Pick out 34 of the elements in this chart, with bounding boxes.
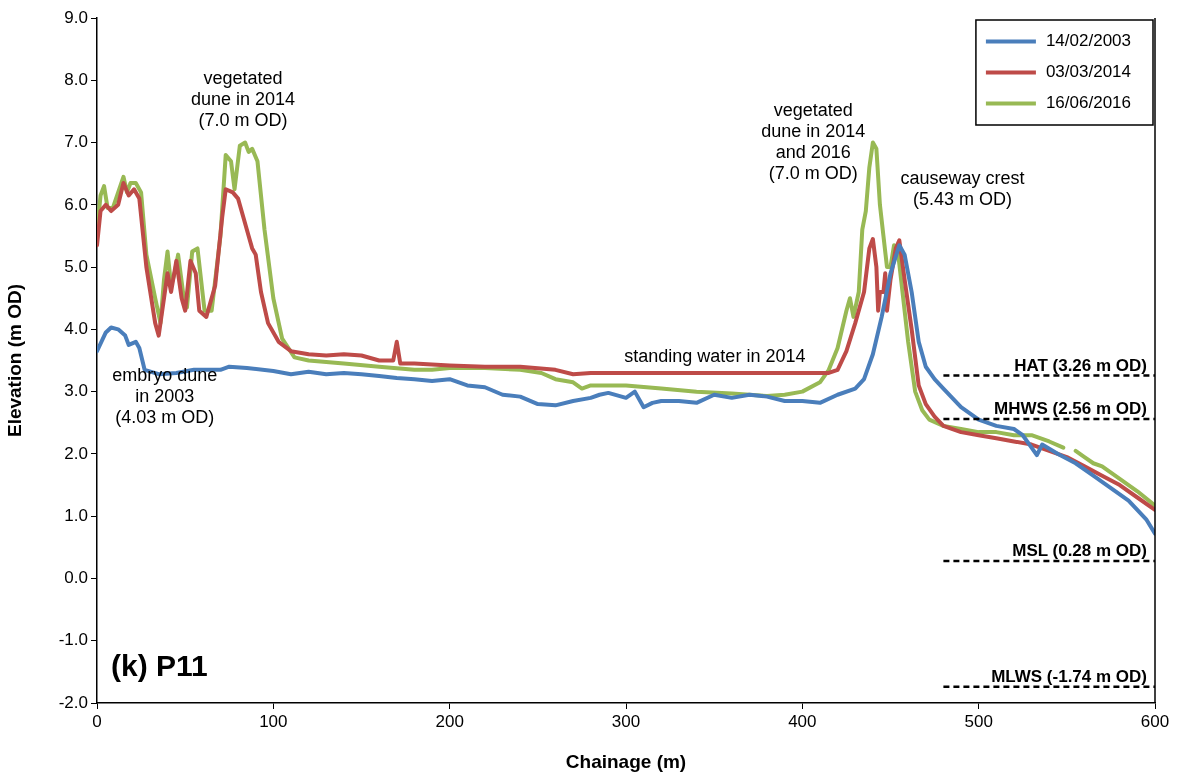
annotation: standing water in 2014 xyxy=(624,346,806,367)
y-tick-label: 8.0 xyxy=(64,69,88,89)
y-tick-label: 0.0 xyxy=(64,568,88,588)
y-tick-label: 9.0 xyxy=(64,7,88,27)
y-tick-label: 1.0 xyxy=(64,505,88,525)
y-tick-label: 4.0 xyxy=(64,319,88,339)
y-axis-title: Elevation (m OD) xyxy=(3,283,25,438)
legend-label: 03/03/2014 xyxy=(1045,62,1132,82)
legend-label: 14/02/2003 xyxy=(1045,31,1132,51)
ref-line-label: MSL (0.28 m OD) xyxy=(1012,541,1147,561)
annotation: embryo dune in 2003 (4.03 m OD) xyxy=(112,364,218,427)
x-axis-title: Chainage (m) xyxy=(565,750,687,772)
x-tick-label: 400 xyxy=(788,711,817,731)
legend-label: 16/06/2016 xyxy=(1045,93,1132,113)
y-tick-label: 2.0 xyxy=(64,443,88,463)
x-tick-label: 0 xyxy=(92,711,102,731)
y-tick-label: 3.0 xyxy=(64,381,88,401)
y-tick-label: 7.0 xyxy=(64,132,88,152)
ref-line-label: MLWS (-1.74 m OD) xyxy=(991,667,1147,686)
annotation: vegetated dune in 2014 (7.0 m OD) xyxy=(190,68,296,131)
y-tick-label: -2.0 xyxy=(58,692,88,712)
annotation: causeway crest (5.43 m OD) xyxy=(900,168,1025,210)
x-tick-label: 200 xyxy=(435,711,464,731)
y-tick-label: -1.0 xyxy=(58,630,88,650)
ref-line-label: HAT (3.26 m OD) xyxy=(1014,355,1147,375)
x-tick-label: 300 xyxy=(611,711,641,731)
y-tick-label: 6.0 xyxy=(64,194,88,214)
annotation: vegetated dune in 2014 and 2016 (7.0 m OD) xyxy=(761,100,866,184)
text: (k) P11 xyxy=(111,649,208,683)
x-tick-label: 500 xyxy=(964,711,993,731)
y-tick-label: 5.0 xyxy=(64,256,88,276)
x-tick-label: 600 xyxy=(1140,711,1170,731)
x-tick-label: 100 xyxy=(259,711,288,731)
ref-line-label: MHWS (2.56 m OD) xyxy=(993,399,1147,419)
